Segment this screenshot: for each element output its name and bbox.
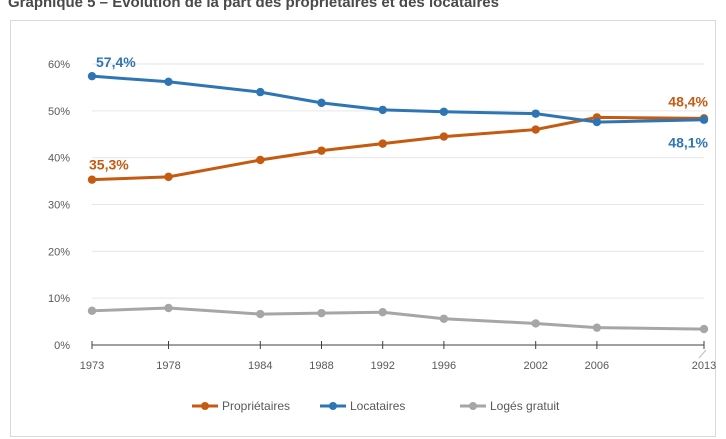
legend-item-locataires: Locataires — [320, 399, 405, 413]
y-tick-label: 50% — [48, 106, 70, 118]
label-leader-line — [698, 349, 707, 359]
data-point-loges — [317, 308, 326, 318]
data-point-locataires — [164, 77, 173, 86]
data-labels: 57,4% 35,3% 48,4% 48,1% — [89, 54, 709, 359]
data-point-locataires — [378, 105, 387, 115]
x-tick-label: 1984 — [248, 360, 272, 372]
legend-item-proprietaires: Propriétaires — [192, 399, 290, 413]
y-axis-ticks: 0% 10% 20% 30% 40% 50% 60% — [48, 59, 70, 352]
legend-marker — [469, 402, 477, 410]
x-tick-label: 1978 — [156, 360, 180, 372]
series-locataires — [87, 71, 709, 127]
legend-marker — [329, 402, 337, 410]
series-loges — [87, 303, 709, 334]
grid-lines — [92, 63, 704, 299]
legend-label: Propriétaires — [222, 399, 290, 413]
legend-label: Logés gratuit — [490, 399, 560, 413]
chart-frame — [10, 20, 716, 437]
page-title: Graphique 5 – Évolution de la part des p… — [8, 0, 499, 11]
data-label-proprietaires: 35,3% — [89, 157, 129, 173]
data-point-locataires — [531, 109, 540, 118]
data-point-locataires — [317, 98, 326, 108]
legend-label: Locataires — [350, 399, 405, 413]
y-tick-label: 60% — [48, 59, 70, 71]
series-proprietaires — [87, 113, 709, 184]
legend-marker — [201, 402, 209, 410]
x-tick-label: 1988 — [309, 360, 333, 372]
x-tick-label: 1992 — [370, 360, 394, 372]
x-axis — [91, 341, 705, 349]
series-line-loges — [91, 306, 705, 331]
y-tick-label: 20% — [48, 246, 70, 258]
data-point-loges — [87, 306, 97, 316]
data-point-proprietaires — [317, 146, 326, 155]
data-label-locataires: 48,1% — [668, 135, 708, 151]
data-point-proprietaires — [531, 125, 540, 134]
series-lines — [87, 71, 709, 334]
data-point-loges — [256, 309, 265, 319]
data-point-locataires — [592, 117, 602, 127]
data-point-loges — [378, 308, 387, 317]
series-line-proprietaires — [91, 115, 705, 182]
series-line-locataires — [91, 74, 705, 124]
data-label-proprietaires: 48,4% — [668, 93, 708, 109]
data-point-proprietaires — [164, 172, 173, 182]
data-point-loges — [164, 303, 173, 313]
data-point-proprietaires — [87, 175, 97, 184]
data-point-loges — [531, 319, 540, 328]
data-point-loges — [592, 323, 602, 332]
data-point-locataires — [87, 71, 97, 81]
y-tick-label: 30% — [48, 200, 70, 212]
data-point-loges — [699, 324, 709, 334]
data-point-locataires — [439, 107, 449, 116]
x-tick-label: 2013 — [692, 360, 716, 372]
y-tick-label: 0% — [54, 340, 70, 352]
x-tick-label: 2002 — [523, 360, 547, 372]
data-point-locataires — [256, 87, 265, 97]
x-tick-label: 1996 — [432, 360, 456, 372]
y-tick-label: 40% — [48, 153, 70, 165]
y-tick-label: 10% — [48, 293, 70, 305]
x-tick-label: 2006 — [585, 360, 609, 372]
data-point-locataires — [699, 115, 709, 124]
x-axis-ticks: 1973 1978 1984 1988 1992 1996 2002 2006 2013 — [80, 360, 716, 372]
x-tick-label: 1973 — [80, 360, 104, 372]
data-point-loges — [439, 314, 449, 323]
data-point-proprietaires — [256, 155, 265, 165]
data-point-proprietaires — [439, 132, 449, 141]
legend-item-loges: Logés gratuit — [460, 399, 560, 413]
data-point-proprietaires — [378, 139, 387, 148]
data-label-locataires: 57,4% — [96, 54, 136, 70]
legend: Propriétaires Locataires Logés gratuit — [192, 399, 560, 413]
